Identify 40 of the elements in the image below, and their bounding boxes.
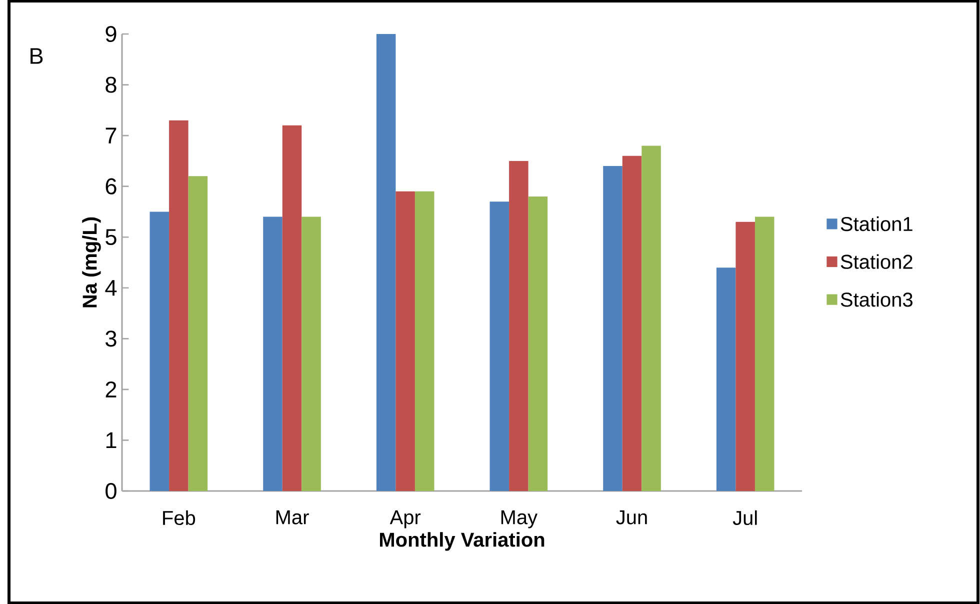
bar: [603, 166, 622, 491]
bar: [736, 222, 755, 491]
bar: [414, 191, 434, 491]
y-tick-label: 1: [106, 432, 116, 448]
bar: [263, 216, 282, 491]
y-tick-label: 7: [106, 128, 116, 144]
legend-label: Station3: [840, 292, 912, 307]
bar: [188, 176, 208, 491]
x-tick-label: Mar: [276, 510, 309, 524]
bar: [716, 268, 736, 491]
legend-label: Station1: [840, 216, 912, 232]
x-axis-title: Monthly Variation: [380, 532, 544, 551]
y-tick-label: 4: [105, 280, 117, 296]
bar: [396, 191, 415, 491]
bar: [622, 156, 642, 491]
y-tick-label: 3: [106, 330, 116, 347]
y-tick-label: 2: [106, 382, 116, 398]
x-tick-label: Apr: [390, 510, 421, 528]
bar: [169, 120, 188, 491]
y-tick-label: 9: [106, 26, 116, 42]
x-tick-label: Jun: [616, 510, 647, 524]
bar: [282, 125, 302, 491]
bar: [754, 216, 774, 491]
bar: [490, 202, 510, 491]
y-tick-label: 8: [106, 76, 116, 93]
x-tick-label: Feb: [163, 510, 196, 526]
x-tick-label: Jul: [732, 510, 757, 526]
x-tick-label: May: [501, 510, 538, 528]
bar: [150, 212, 170, 491]
y-tick-label: 5: [106, 229, 116, 246]
bar: [509, 160, 528, 491]
y-axis-title: Na (mg/L): [82, 217, 101, 308]
legend-label: Station2: [840, 254, 912, 269]
text: B: [30, 48, 43, 64]
bar: [642, 146, 661, 491]
y-tick-label: 0: [106, 482, 116, 500]
bar: [528, 196, 548, 491]
y-tick-label: 6: [106, 178, 116, 194]
bar: [302, 216, 321, 491]
bar: [376, 34, 396, 491]
